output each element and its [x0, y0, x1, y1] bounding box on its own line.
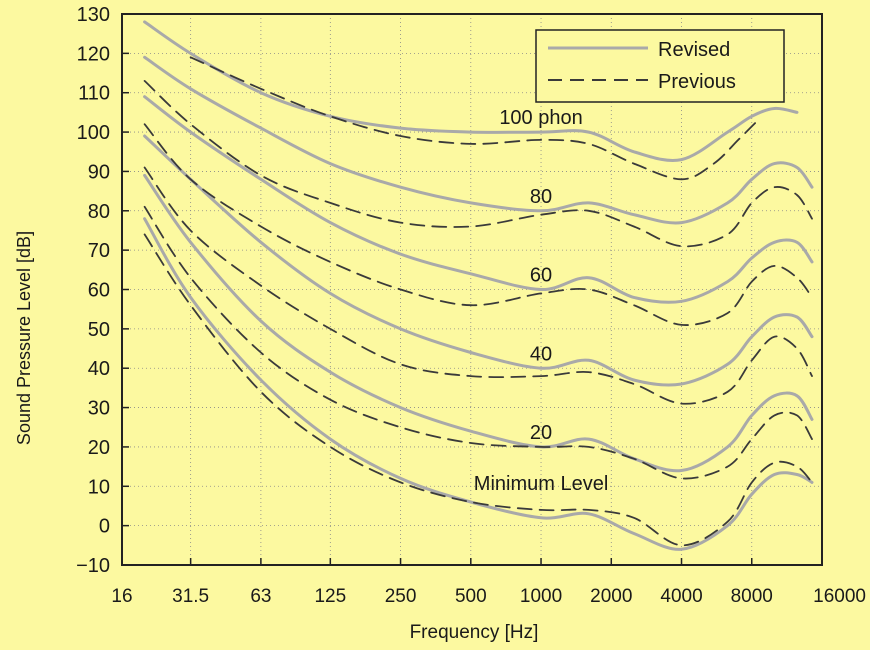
- revised-curve-80: [143, 55, 814, 225]
- y-tick-label: 30: [88, 398, 110, 420]
- x-axis-label: Frequency [Hz]: [410, 622, 539, 643]
- legend-label-previous: Previous: [658, 71, 736, 93]
- x-tick-label: 500: [455, 586, 487, 607]
- y-tick-label: 70: [88, 240, 110, 262]
- x-tick-labels: 16 31.5 63 125 250 500 1000 2000 4000 8000 16000: [111, 586, 866, 607]
- curve-annotation: 40: [530, 343, 552, 365]
- x-tick-label: 16: [111, 586, 132, 607]
- curve-annotation: 80: [530, 186, 552, 208]
- y-tick-label: 130: [77, 4, 110, 26]
- y-tick-label: 80: [88, 201, 110, 223]
- y-tick-label: 0: [99, 516, 110, 538]
- legend: Revised Previous: [535, 29, 785, 103]
- revised-curve-20: [143, 173, 814, 473]
- y-tick-label: 40: [88, 358, 110, 380]
- x-tick-label: 31.5: [172, 586, 209, 607]
- x-tick-label: 250: [385, 586, 417, 607]
- y-tick-label: 10: [88, 476, 110, 498]
- y-tick-label: 50: [88, 319, 110, 341]
- x-tick-label: 8000: [731, 586, 773, 607]
- previous-curve-100-phon: [189, 56, 759, 181]
- previous-curve-minimum-level: [143, 233, 813, 547]
- y-tick-label: 120: [77, 43, 110, 65]
- y-tick-label: 100: [77, 122, 110, 144]
- curve-annotation: 100 phon: [499, 107, 582, 129]
- y-tick-label: 90: [88, 161, 110, 183]
- revised-curve-minimum-level: [143, 217, 814, 551]
- previous-curve-60: [143, 123, 813, 326]
- y-tick-label: 110: [78, 83, 110, 105]
- x-tick-label: 63: [250, 586, 271, 607]
- previous-curve-80: [143, 80, 813, 248]
- curve-annotation: 60: [530, 265, 552, 287]
- revised-curve-40: [143, 134, 814, 387]
- curve-annotation: Minimum Level: [474, 473, 608, 495]
- x-tick-label: 4000: [660, 586, 702, 607]
- curve-annotation: 20: [530, 422, 552, 444]
- legend-box: [535, 29, 785, 103]
- series-layer: [143, 20, 814, 551]
- revised-curve-60: [143, 95, 814, 304]
- revised-curve-100-phon: [143, 20, 799, 162]
- y-axis-label: Sound Pressure Level [dB]: [14, 231, 34, 445]
- y-tick-label: 60: [88, 280, 110, 302]
- y-tick-label: 20: [88, 437, 110, 459]
- x-tick-label: 125: [314, 586, 346, 607]
- curve-annotations: 100 phon 80 60 40 20 Minimum Level: [474, 107, 608, 495]
- x-tick-label: 16000: [813, 586, 866, 607]
- x-tick-label: 1000: [520, 586, 562, 607]
- legend-label-revised: Revised: [658, 39, 730, 61]
- previous-curve-20: [143, 205, 813, 480]
- y-tick-label: −10: [76, 555, 110, 577]
- x-tick-label: 2000: [590, 586, 632, 607]
- plot-frame: [121, 13, 823, 566]
